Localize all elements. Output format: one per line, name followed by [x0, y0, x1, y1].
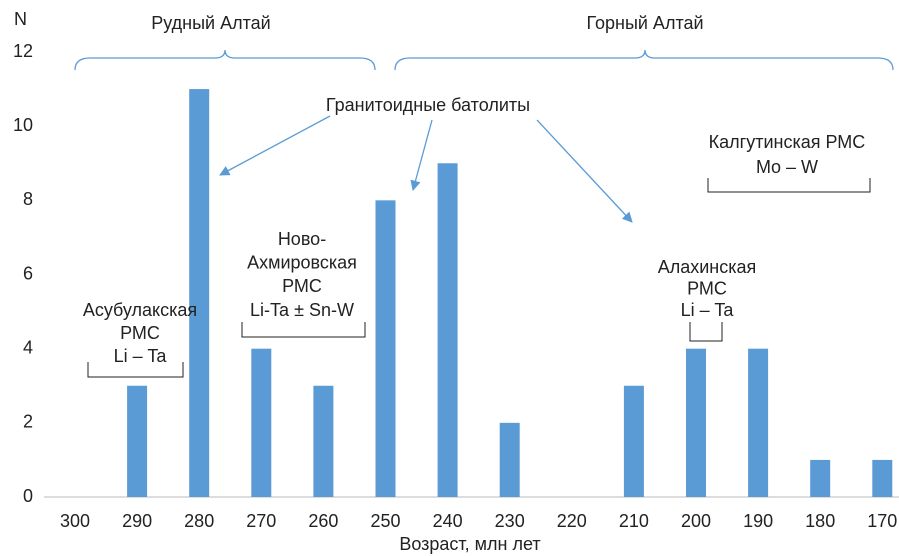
bracket [689, 322, 723, 342]
bar [810, 459, 831, 497]
x-tick-label: 260 [308, 511, 338, 531]
x-tick-label: 190 [743, 511, 773, 531]
x-tick-label: 280 [184, 511, 214, 531]
x-tick-label: 250 [370, 511, 400, 531]
annotation: Mo – W [756, 157, 818, 177]
x-tick-label: 270 [246, 511, 276, 531]
bracket [707, 178, 871, 193]
arrow [410, 119, 433, 192]
annotation: РМС [282, 276, 322, 296]
bracket [87, 362, 184, 378]
annotation: РМС [687, 278, 727, 298]
y-tick-label: 2 [23, 412, 33, 432]
bar [313, 385, 334, 497]
region-label: Рудный Алтай [151, 13, 270, 33]
region-brace [74, 49, 376, 71]
y-axis-label: N [14, 9, 27, 29]
y-tick-label: 8 [23, 189, 33, 209]
annotation: Li-Ta ± Sn-W [250, 300, 354, 320]
x-tick-label: 200 [681, 511, 711, 531]
x-tick-label: 240 [433, 511, 463, 531]
region-label: Горный Алтай [586, 13, 703, 33]
arrow [219, 115, 331, 176]
annotation: РМС [120, 323, 160, 343]
x-tick-label: 300 [60, 511, 90, 531]
x-tick-label: 220 [557, 511, 587, 531]
bar [251, 348, 272, 497]
y-tick-label: 12 [13, 41, 33, 61]
bar [686, 348, 706, 497]
annotation: Асубулакская [83, 300, 197, 320]
bracket [241, 322, 366, 338]
y-tick-label: 4 [23, 337, 33, 357]
annotation: Li – Ta [681, 300, 735, 320]
annotation: Ахмировская [247, 252, 357, 272]
bar [499, 422, 520, 497]
x-tick-label: 290 [122, 511, 152, 531]
y-tick-label: 10 [13, 115, 33, 135]
annotation: Калгутинская РМС [709, 132, 866, 152]
x-tick-label: 230 [495, 511, 525, 531]
y-tick-label: 0 [23, 486, 33, 506]
annotation: Алахинская [658, 257, 757, 277]
arrow [536, 119, 633, 223]
bar [375, 200, 396, 498]
bar [437, 163, 458, 497]
bar [872, 459, 893, 497]
annotation: Ново- [278, 229, 326, 249]
y-tick-label: 6 [23, 263, 33, 283]
bar [189, 89, 210, 497]
x-tick-label: 180 [805, 511, 835, 531]
x-axis-label: Возраст, млн лет [399, 534, 540, 554]
bar [623, 385, 644, 497]
arrow-label: Гранитоидные батолиты [326, 95, 530, 115]
annotation: Li – Ta [114, 346, 168, 366]
bar [748, 348, 769, 497]
region-brace [394, 49, 894, 71]
bar [127, 385, 148, 497]
x-tick-label: 170 [867, 511, 897, 531]
x-tick-label: 210 [619, 511, 649, 531]
